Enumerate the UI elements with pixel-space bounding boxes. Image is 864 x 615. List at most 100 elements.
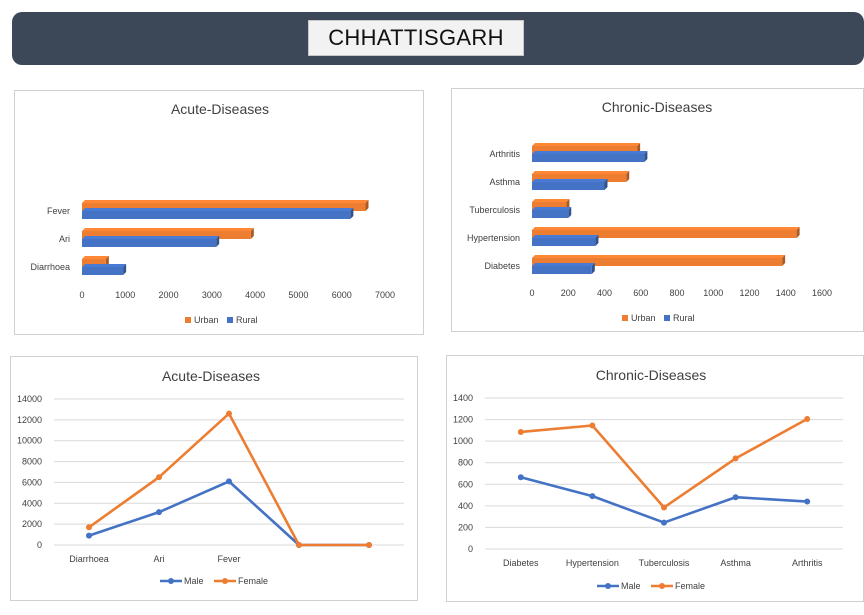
x-tick-label: 800 bbox=[669, 288, 684, 298]
bar-top-face bbox=[532, 199, 570, 202]
y-tick-label: 0 bbox=[37, 540, 42, 550]
bar-top-face bbox=[532, 143, 641, 146]
bar-top-face bbox=[82, 236, 220, 239]
bar-side-face bbox=[782, 255, 786, 266]
legend-marker bbox=[168, 578, 174, 584]
bar-top-face bbox=[82, 200, 369, 203]
chart-title: Acute-Diseases bbox=[171, 101, 269, 117]
data-point-male bbox=[86, 532, 92, 539]
data-point-female bbox=[226, 410, 232, 417]
x-tick-label: 400 bbox=[597, 288, 612, 298]
bar-top-face bbox=[532, 263, 595, 266]
bar-top-face bbox=[532, 151, 648, 154]
data-point-female bbox=[156, 474, 162, 481]
category-label: Diabetes bbox=[503, 558, 539, 568]
chart-title: Chronic-Diseases bbox=[596, 367, 706, 383]
y-tick-label: 800 bbox=[458, 458, 473, 468]
data-point-male bbox=[156, 509, 162, 516]
x-tick-label: 7000 bbox=[375, 290, 395, 300]
bar-top-face bbox=[82, 208, 354, 211]
legend-marker bbox=[605, 583, 611, 589]
acute-diseases-bar-svg: Acute-Diseases 0 1000 2000 3000 4000 5000 6000 7… bbox=[30, 101, 395, 325]
data-point-female bbox=[517, 428, 524, 435]
x-tick-label: 600 bbox=[633, 288, 648, 298]
category-label: Arthritis bbox=[792, 558, 823, 568]
data-point-male bbox=[517, 474, 524, 481]
y-tick-label: 0 bbox=[468, 544, 473, 554]
bar-top-face bbox=[532, 207, 572, 210]
chronic-diseases-line-svg: Chronic-Diseases 0 200 400 600 800 1000 1200 140… bbox=[453, 367, 843, 591]
category-label: Fever bbox=[217, 554, 240, 564]
chart-title: Chronic-Diseases bbox=[602, 99, 712, 115]
data-point-female bbox=[661, 504, 667, 511]
series-line-male bbox=[88, 480, 369, 547]
category-label: Tuberculosis bbox=[469, 205, 520, 215]
category-label: Asthma bbox=[720, 558, 751, 568]
y-tick-label: 1400 bbox=[453, 393, 473, 403]
bar-side-face bbox=[365, 200, 369, 211]
bar-rural bbox=[532, 182, 605, 190]
legend-label: Male bbox=[184, 576, 204, 586]
y-tick-label: 2000 bbox=[22, 519, 42, 529]
chronic-diseases-bar-svg: Chronic-Diseases 0 200 400 600 800 1000 1200 140… bbox=[467, 99, 832, 323]
bar-side-face bbox=[350, 208, 354, 219]
y-tick-label: 400 bbox=[458, 501, 473, 511]
data-point-female bbox=[804, 416, 811, 423]
category-label: Hypertension bbox=[467, 233, 520, 243]
legend-label: Female bbox=[675, 581, 705, 591]
legend-label: Female bbox=[238, 576, 268, 586]
y-tick-label: 4000 bbox=[22, 498, 42, 508]
bar-top-face bbox=[532, 255, 786, 258]
bar-top-face bbox=[82, 228, 254, 231]
bar-top-face bbox=[532, 227, 800, 230]
x-tick-label: 0 bbox=[529, 288, 534, 298]
category-label: Diarrhoea bbox=[69, 554, 109, 564]
bar-side-face bbox=[604, 179, 608, 190]
data-point-male bbox=[589, 493, 596, 500]
x-tick-label: 1600 bbox=[812, 288, 832, 298]
series-line-female bbox=[520, 417, 808, 509]
bar-urban bbox=[532, 146, 638, 154]
acute-diseases-bar-chart: Acute-Diseases 0 1000 2000 3000 4000 5000 6000 7… bbox=[14, 90, 424, 335]
x-tick-label: 1200 bbox=[739, 288, 759, 298]
bar-side-face bbox=[595, 235, 599, 246]
category-label: Asthma bbox=[489, 177, 520, 187]
bar-rural bbox=[82, 267, 124, 275]
bar-rural bbox=[532, 210, 569, 218]
category-label: Hypertension bbox=[566, 558, 619, 568]
category-label: Ari bbox=[154, 554, 165, 564]
legend-label: Urban bbox=[194, 315, 219, 325]
x-tick-label: 4000 bbox=[245, 290, 265, 300]
y-tick-label: 8000 bbox=[22, 457, 42, 467]
chronic-diseases-line-chart: Chronic-Diseases 0 200 400 600 800 1000 1200 140… bbox=[446, 355, 864, 602]
data-point-female bbox=[296, 542, 302, 548]
category-label: Arthritis bbox=[489, 149, 520, 159]
acute-diseases-line-chart: Acute-Diseases 0 2000 4000 6000 8000 10000 1200… bbox=[10, 356, 418, 601]
category-label: Diabetes bbox=[484, 261, 520, 271]
y-tick-label: 200 bbox=[458, 522, 473, 532]
bar-rural bbox=[532, 154, 645, 162]
x-tick-label: 5000 bbox=[288, 290, 308, 300]
legend-swatch bbox=[664, 315, 670, 321]
x-tick-label: 2000 bbox=[159, 290, 179, 300]
data-point-female bbox=[589, 422, 596, 429]
bar-top-face bbox=[82, 264, 127, 267]
bar-urban bbox=[532, 258, 783, 266]
bar-urban bbox=[532, 174, 627, 182]
legend-label: Male bbox=[621, 581, 641, 591]
data-point-female bbox=[732, 455, 739, 462]
bar-side-face bbox=[591, 263, 595, 274]
legend-label: Urban bbox=[631, 313, 656, 323]
x-tick-label: 6000 bbox=[332, 290, 352, 300]
x-tick-label: 1000 bbox=[115, 290, 135, 300]
legend-label: Rural bbox=[673, 313, 695, 323]
header-bar: CHHATTISGARH bbox=[12, 12, 864, 65]
category-label: Diarrhoea bbox=[30, 262, 70, 272]
data-point-male bbox=[661, 519, 667, 526]
y-tick-label: 1200 bbox=[453, 415, 473, 425]
y-tick-label: 6000 bbox=[22, 477, 42, 487]
data-point-male bbox=[804, 498, 811, 505]
bar-side-face bbox=[216, 236, 220, 247]
bar-side-face bbox=[568, 207, 572, 218]
legend-label: Rural bbox=[236, 315, 258, 325]
